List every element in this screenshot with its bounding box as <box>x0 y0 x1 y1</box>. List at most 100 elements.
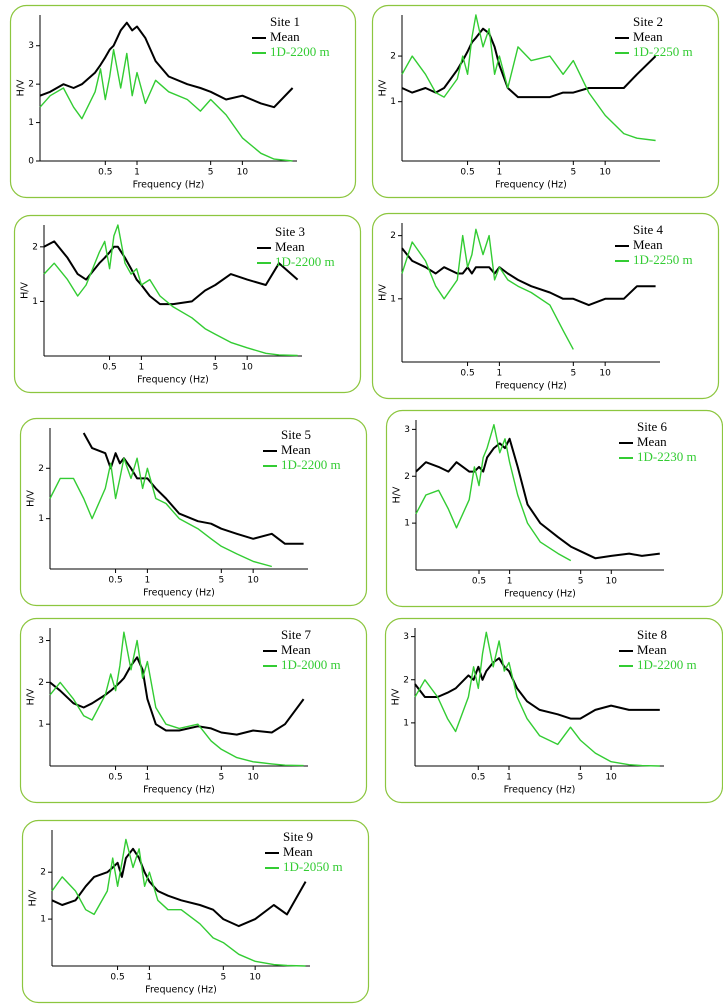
x-axis-label: Frequency (Hz) <box>495 381 567 392</box>
y-axis-label: H/V <box>392 486 403 503</box>
chart-panel: 0 1 2 3 0.5 1 5 10 Frequency (Hz) H/V Site 1Mean1D… <box>9 4 357 199</box>
panel-frame <box>384 617 723 804</box>
x-tick-label: 10 <box>237 168 249 178</box>
panel-frame <box>371 4 720 199</box>
chart-title: Site 8 <box>637 627 667 642</box>
x-tick-label: 10 <box>605 773 617 783</box>
y-tick-label: 3 <box>404 425 410 435</box>
x-tick-label: 1 <box>497 369 503 379</box>
x-tick-label: 10 <box>241 363 253 373</box>
legend-label: 1D-2250 m <box>633 252 693 267</box>
x-tick-label: 0.5 <box>472 577 486 587</box>
y-tick-label: 1 <box>38 720 44 730</box>
x-axis-label: Frequency (Hz) <box>145 985 217 996</box>
y-axis-label: H/V <box>26 490 37 507</box>
series-line <box>414 657 660 720</box>
y-tick-label: 3 <box>38 636 44 646</box>
legend-label: Mean <box>283 844 313 859</box>
x-tick-label: 5 <box>208 168 214 178</box>
series-line <box>49 656 305 736</box>
x-tick-label: 1 <box>497 168 503 178</box>
y-tick-label: 2 <box>32 242 38 252</box>
series-line <box>401 14 656 142</box>
x-tick-label: 10 <box>247 773 259 783</box>
y-tick-label: 1 <box>40 915 46 925</box>
series-line <box>401 27 657 99</box>
x-tick-label: 1 <box>507 577 513 587</box>
chart-title: Site 4 <box>633 222 663 237</box>
legend-label: 1D-2000 m <box>281 657 341 672</box>
y-tick-label: 2 <box>38 464 44 474</box>
x-tick-label: 1 <box>145 576 151 586</box>
series-line <box>51 838 306 967</box>
chart-title: Site 2 <box>633 14 663 29</box>
x-axis-label: Frequency (Hz) <box>143 785 215 796</box>
x-tick-label: 10 <box>599 168 611 178</box>
x-tick-label: 1 <box>147 973 153 983</box>
x-axis-label: Frequency (Hz) <box>133 180 205 191</box>
chart-panel: 1 2 0.5 1 5 10 Frequency (Hz) H/V Site 2Mean1D-2… <box>371 4 720 199</box>
x-tick-label: 5 <box>570 369 576 379</box>
series-line <box>414 631 660 767</box>
x-tick-label: 5 <box>218 773 224 783</box>
chart-title: Site 9 <box>283 829 313 844</box>
x-tick-label: 1 <box>506 773 512 783</box>
legend-label: 1D-2200 m <box>275 254 335 269</box>
x-axis-label: Frequency (Hz) <box>495 180 567 191</box>
x-tick-label: 1 <box>145 773 151 783</box>
x-tick-label: 5 <box>570 168 576 178</box>
series-line <box>43 224 298 357</box>
panel-frame <box>371 212 720 400</box>
chart-panel: 1 2 0.5 1 5 10 Frequency (Hz) H/V Site 4Mean1D-2… <box>371 212 720 400</box>
y-tick-label: 2 <box>38 678 44 688</box>
legend-label: Mean <box>637 642 667 657</box>
x-tick-label: 5 <box>220 973 226 983</box>
x-tick-label: 0.5 <box>460 168 474 178</box>
y-axis-label: H/V <box>378 284 389 301</box>
y-tick-label: 2 <box>390 52 396 62</box>
series-line <box>39 21 294 109</box>
chart-panel: 1 2 3 0.5 1 5 10 Frequency (Hz) H/V Site 8Mean1D-… <box>384 617 723 804</box>
x-axis-label: Frequency (Hz) <box>504 785 576 796</box>
legend-label: Mean <box>275 239 305 254</box>
series-line <box>51 847 307 928</box>
x-tick-label: 1 <box>134 168 140 178</box>
panel-frame <box>19 417 368 607</box>
y-tick-label: 2 <box>28 80 34 90</box>
panel-frame <box>21 819 370 1004</box>
x-tick-label: 0.5 <box>460 369 474 379</box>
series-line <box>415 424 572 562</box>
x-tick-label: 10 <box>599 369 611 379</box>
series-line <box>401 228 574 350</box>
y-tick-label: 0 <box>28 157 34 167</box>
y-axis-label: H/V <box>20 282 31 299</box>
legend-label: Mean <box>637 434 667 449</box>
chart-panel: 1 2 0.5 1 5 10 Frequency (Hz) H/V Site 3Mean1D-2… <box>13 214 362 394</box>
chart-title: Site 5 <box>281 427 311 442</box>
x-tick-label: 5 <box>577 773 583 783</box>
x-tick-label: 5 <box>218 576 224 586</box>
series-line <box>415 437 660 560</box>
chart-panel: 1 2 3 0.5 1 5 10 Frequency (Hz) H/V Site 7Mean1D-… <box>19 617 368 804</box>
y-tick-label: 1 <box>403 718 409 728</box>
chart-title: Site 6 <box>637 419 667 434</box>
series-line <box>49 457 272 568</box>
y-tick-label: 2 <box>403 675 409 685</box>
chart-title: Site 7 <box>281 627 311 642</box>
panel-frame <box>19 617 368 804</box>
chart-title: Site 1 <box>270 14 300 29</box>
panel-frame <box>13 214 362 394</box>
chart-panel: 1 2 0.5 1 5 10 Frequency (Hz) H/V Site 5Mean1D-2… <box>19 417 368 607</box>
y-tick-label: 2 <box>390 231 396 241</box>
x-axis-label: Frequency (Hz) <box>504 589 576 600</box>
chart-panel: 1 2 0.5 1 5 10 Frequency (Hz) H/V Site 9Mean1D-2… <box>21 819 370 1004</box>
x-tick-label: 10 <box>247 576 259 586</box>
y-tick-label: 2 <box>404 472 410 482</box>
legend-label: Mean <box>281 642 311 657</box>
panel-frame <box>9 4 357 199</box>
x-tick-label: 0.5 <box>102 363 116 373</box>
x-axis-label: Frequency (Hz) <box>143 588 215 599</box>
x-tick-label: 0.5 <box>98 168 112 178</box>
y-axis-label: H/V <box>378 79 389 96</box>
